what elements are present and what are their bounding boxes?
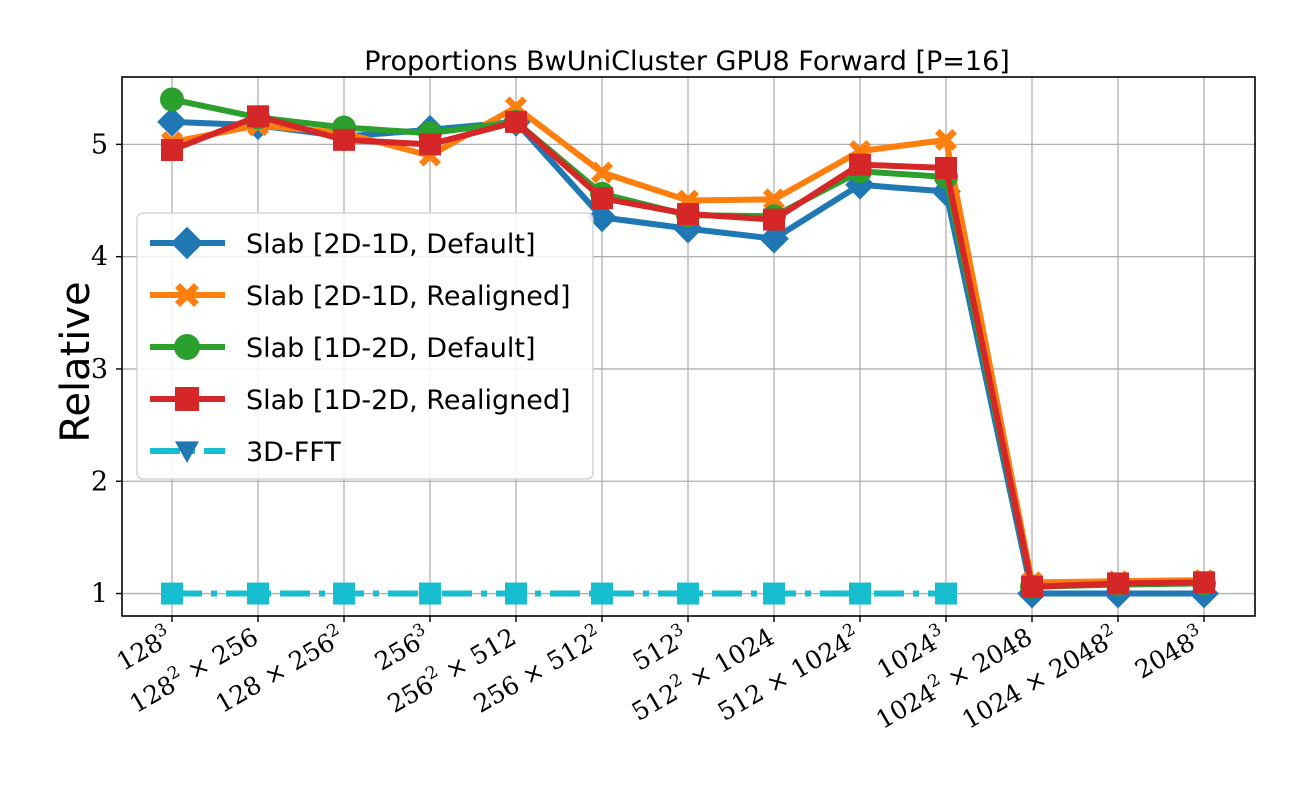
series-layer (157, 87, 1219, 609)
data-point (333, 582, 355, 605)
data-point (1107, 572, 1129, 595)
data-point (160, 87, 184, 112)
data-point (161, 138, 183, 161)
data-point (419, 582, 441, 605)
data-point (333, 128, 355, 151)
legend-item: Slab [1D-2D, Realigned] (150, 385, 571, 416)
data-point (505, 582, 527, 605)
x-tick-label: 5123 (626, 619, 693, 676)
x-tick-label: 20483 (1129, 619, 1209, 684)
data-point (849, 582, 871, 605)
data-point (591, 187, 613, 210)
data-point (763, 188, 785, 211)
y-tick-label: 1 (91, 579, 108, 610)
data-point (505, 110, 527, 133)
y-tick-label: 3 (91, 354, 108, 385)
y-axis: 1 2 3 4 5 (91, 129, 122, 610)
data-point (763, 208, 785, 231)
data-point (591, 161, 613, 184)
legend-label: Slab [1D-2D, Realigned] (246, 385, 571, 416)
legend-marker (175, 387, 199, 411)
y-tick-label: 2 (91, 466, 108, 497)
data-point (763, 582, 785, 605)
data-point (161, 582, 183, 605)
legend-item: Slab [2D-1D, Default] (150, 226, 535, 260)
data-point (935, 128, 957, 151)
legend-item: 3D-FFT (150, 437, 341, 468)
data-point (759, 223, 789, 254)
legend-marker (170, 226, 204, 260)
data-point (247, 582, 269, 605)
legend-item: Slab [1D-2D, Default] (150, 333, 535, 364)
data-point (419, 133, 441, 156)
data-point (935, 156, 957, 179)
chart-title: Proportions BwUniCluster GPU8 Forward [P… (364, 46, 1010, 77)
data-point (849, 153, 871, 176)
series-slab-1d-2d-realigned (161, 105, 1215, 598)
data-point (1021, 575, 1043, 598)
y-tick-label: 5 (91, 129, 108, 160)
series-3d-fft (161, 582, 957, 605)
x-tick-label: 512 × 10242 (711, 619, 865, 726)
legend-label: Slab [1D-2D, Default] (246, 333, 535, 364)
data-point (935, 582, 957, 605)
x-tick-label: 5122 × 1024 (625, 619, 779, 726)
data-point (157, 107, 187, 137)
legend: Slab [2D-1D, Default] Slab [2D-1D, Realig… (136, 212, 594, 480)
legend-marker (175, 283, 199, 307)
y-tick-label: 4 (91, 242, 108, 273)
data-point (1193, 571, 1215, 594)
data-point (591, 582, 613, 605)
legend-label: 3D-FFT (246, 437, 341, 468)
legend-label: Slab [2D-1D, Default] (246, 229, 535, 260)
data-point (677, 582, 699, 605)
legend-box (136, 212, 594, 480)
legend-marker (175, 441, 199, 463)
legend-label: Slab [2D-1D, Realigned] (246, 281, 571, 312)
data-point (247, 105, 269, 128)
y-axis-label: Relative (53, 281, 99, 442)
data-point (587, 202, 617, 233)
legend-item: Slab [2D-1D, Realigned] (150, 281, 571, 312)
legend-marker (174, 334, 200, 360)
x-tick-base: 1024 × 2048 (957, 627, 1114, 734)
data-point (677, 202, 699, 225)
